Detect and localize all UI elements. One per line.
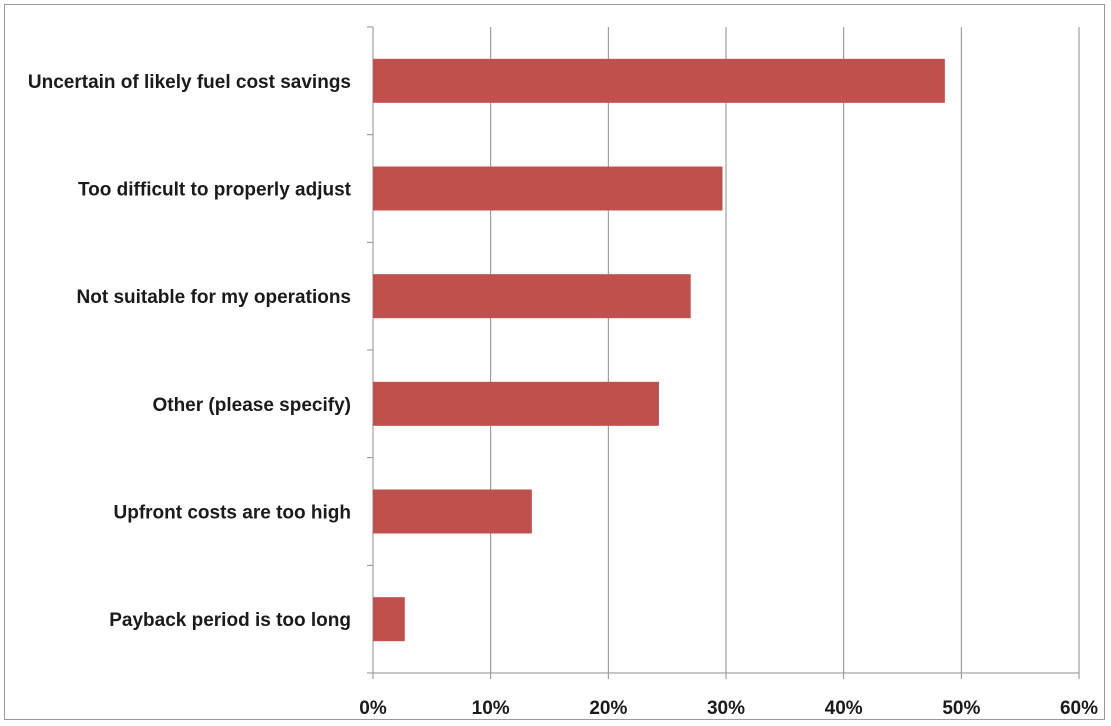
category-labels: Uncertain of likely fuel cost savings Too… (28, 72, 352, 631)
category-label: Uncertain of likely fuel cost savings (28, 72, 351, 93)
category-label: Upfront costs are too high (114, 503, 352, 524)
x-tick-label: 10% (472, 698, 510, 719)
bar (373, 381, 659, 426)
x-tick-label: 60% (1060, 698, 1098, 719)
bar (373, 58, 945, 103)
x-tick-label: 50% (942, 698, 980, 719)
x-tick-label: 0% (359, 698, 387, 719)
x-tick-labels: 0% 10% 20% 30% 40% 50% 60% (359, 698, 1098, 719)
bar (373, 274, 691, 319)
category-label: Payback period is too long (109, 610, 351, 631)
x-tick-label: 40% (825, 698, 863, 719)
bars (373, 58, 945, 642)
x-tick-label: 20% (589, 698, 627, 719)
chart-frame (4, 4, 1105, 720)
x-tick-label: 30% (707, 698, 745, 719)
bar (373, 166, 723, 211)
category-label: Other (please specify) (152, 395, 351, 416)
axes (367, 26, 1080, 679)
bar (373, 597, 405, 642)
grid-lines (490, 27, 1080, 673)
category-label: Not suitable for my operations (77, 287, 351, 308)
bar (373, 489, 532, 534)
category-label: Too difficult to properly adjust (78, 180, 352, 201)
